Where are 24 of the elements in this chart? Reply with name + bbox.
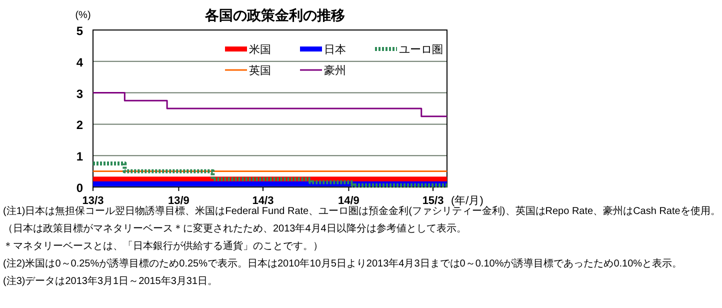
text: ＊マネタリーベースとは、「日本銀行が供給する通貨」のことです。） xyxy=(3,240,323,252)
y-tick-label: 5 xyxy=(76,24,84,38)
y-tick-label: 0 xyxy=(76,181,84,195)
x-tick-label: 14/9 xyxy=(338,195,360,207)
x-tick-label: 15/3 xyxy=(422,195,444,207)
legend-label: 豪州 xyxy=(324,64,346,77)
text: (注2)米国は0～0.25%が誘導目標のため0.25%で表示。日本は2010年10月5日より2013年4月3日までは0～0.10%が誘導目標であったため0.10%と表示。 xyxy=(3,258,682,270)
x-tick-label: 13/9 xyxy=(168,195,190,207)
chart-title: 各国の政策金利の推移 xyxy=(204,7,345,23)
y-tick-label: 2 xyxy=(76,118,84,132)
legend-label: 日本 xyxy=(324,43,346,56)
x-tick-label: 14/3 xyxy=(252,195,274,207)
y-tick-label: 1 xyxy=(76,150,84,164)
x-axis-title: (年/月) xyxy=(451,195,484,207)
legend-label: ユーロ圏 xyxy=(399,44,443,56)
y-tick-label: 4 xyxy=(76,55,84,70)
y-axis-title: (%) xyxy=(75,10,91,21)
x-tick-label: 13/3 xyxy=(82,195,104,207)
legend-label: 米国 xyxy=(249,43,271,56)
legend-label: 英国 xyxy=(249,64,271,77)
y-tick-label: 3 xyxy=(76,86,84,101)
text: (注3)データは2013年3月1日～2015年3月31日。 xyxy=(3,275,218,287)
text: (注1)日本は無担保コール翌日物誘導目標、米国はFederal Fund Rate、ユーロ圏は預金金利(ファシリティー金利)、英国はRepo Rate、豪州はCash Rateを使用。 xyxy=(3,205,720,217)
text: （日本は政策目標がマネタリーベース＊に変更されたため、2013年4月4日以降分は参考値として表示。 xyxy=(3,222,466,234)
